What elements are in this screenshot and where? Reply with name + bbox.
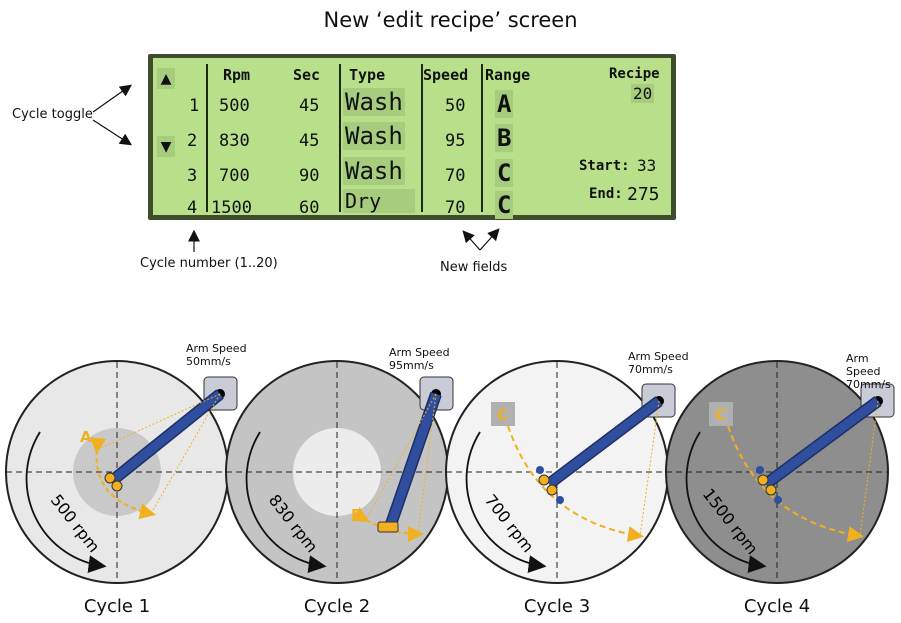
start-label: Start: (579, 158, 630, 174)
recipe-number[interactable]: 20 (631, 84, 655, 103)
sec-value[interactable]: 90 (299, 166, 320, 186)
speed-value[interactable]: 50 (445, 96, 466, 116)
start-value[interactable]: 33 (637, 156, 657, 175)
sec-value[interactable]: 45 (299, 96, 320, 116)
cycle-3-arm-speed: Arm Speed 70mm/s (628, 350, 689, 376)
arm-speed-value: 70mm/s (628, 363, 673, 376)
cycle-down-arrow-icon[interactable]: ▼ (157, 136, 175, 157)
type-value[interactable]: Wash (343, 122, 405, 150)
cycle-toggle-label: Cycle toggle (12, 107, 93, 122)
cycle-4-label: Cycle 4 (743, 596, 811, 617)
range-value[interactable]: B (495, 124, 514, 152)
type-value[interactable]: Dry (343, 189, 415, 213)
speed-value[interactable]: 70 (445, 166, 466, 186)
range-value[interactable]: A (495, 90, 514, 118)
recipe-value: 20 (631, 84, 655, 103)
cycle-4-range: C (715, 406, 726, 424)
arm-speed-value: 95mm/s (389, 359, 434, 372)
cycle-number: 4 (187, 198, 198, 218)
rpm-value[interactable]: 830 (219, 131, 250, 151)
cycle-number-label: Cycle number (1..20) (140, 256, 278, 271)
header-type: Type (349, 66, 386, 84)
arm-speed-label: Arm Speed (628, 350, 689, 363)
cycle-number: 3 (187, 166, 198, 186)
annotation-arrows (92, 84, 500, 252)
rpm-value[interactable]: 1500 (211, 198, 252, 218)
cycle-number: 1 (189, 96, 200, 116)
cycle-3-range: C (497, 406, 508, 424)
cycle-3-label: Cycle 3 (523, 596, 591, 617)
cycle-1-range: A (80, 428, 92, 446)
header-speed: Speed (423, 66, 469, 84)
end-value[interactable]: 275 (627, 184, 660, 205)
cycle-3-diagram (445, 360, 676, 584)
column-divider (206, 64, 208, 212)
cycle-2-diagram (225, 360, 454, 584)
cycle-1-label: Cycle 1 (83, 596, 151, 617)
range-value[interactable]: C (495, 159, 514, 187)
header-rpm: Rpm (223, 66, 251, 84)
speed-value[interactable]: 95 (445, 131, 466, 151)
column-divider (339, 64, 341, 212)
cycle-1-diagram (5, 360, 238, 584)
cycle-2-arm-speed: Arm Speed 95mm/s (389, 346, 450, 372)
arm-speed-label: Arm Speed (389, 346, 450, 359)
cycle-1-arm-speed: Arm Speed 50mm/s (186, 342, 247, 368)
cycle-2-label: Cycle 2 (303, 596, 371, 617)
arm-speed-label: Arm Speed (846, 352, 881, 378)
cycle-4-arm-speed: Arm Speed 70mm/s (846, 352, 901, 391)
recipe-label: Recipe (609, 66, 660, 82)
type-value[interactable]: Wash (343, 157, 405, 185)
lcd-screen: ▲ ▼ Rpm Sec Type Speed Range 1 500 45 Wa… (153, 58, 671, 219)
rpm-value[interactable]: 700 (219, 166, 250, 186)
new-fields-label: New fields (440, 260, 508, 275)
cycle-2-range: B (351, 506, 362, 524)
sec-value[interactable]: 60 (299, 198, 320, 218)
sec-value[interactable]: 45 (299, 131, 320, 151)
range-value[interactable]: C (495, 191, 514, 219)
rpm-value[interactable]: 500 (219, 96, 250, 116)
cycle-4-diagram (665, 360, 895, 584)
column-divider (421, 64, 423, 212)
speed-value[interactable]: 70 (445, 198, 466, 218)
end-label: End: (589, 186, 623, 202)
header-sec: Sec (293, 66, 321, 84)
cycle-number: 2 (187, 131, 198, 151)
type-value[interactable]: Wash (343, 88, 405, 116)
cycle-up-arrow-icon[interactable]: ▲ (157, 68, 175, 89)
column-divider (481, 64, 483, 212)
page-title: New ‘edit recipe’ screen (323, 8, 578, 32)
header-range: Range (485, 66, 531, 84)
arm-speed-value: 50mm/s (186, 355, 231, 368)
arm-speed-label: Arm Speed (186, 342, 247, 355)
arm-speed-value: 70mm/s (846, 378, 891, 391)
